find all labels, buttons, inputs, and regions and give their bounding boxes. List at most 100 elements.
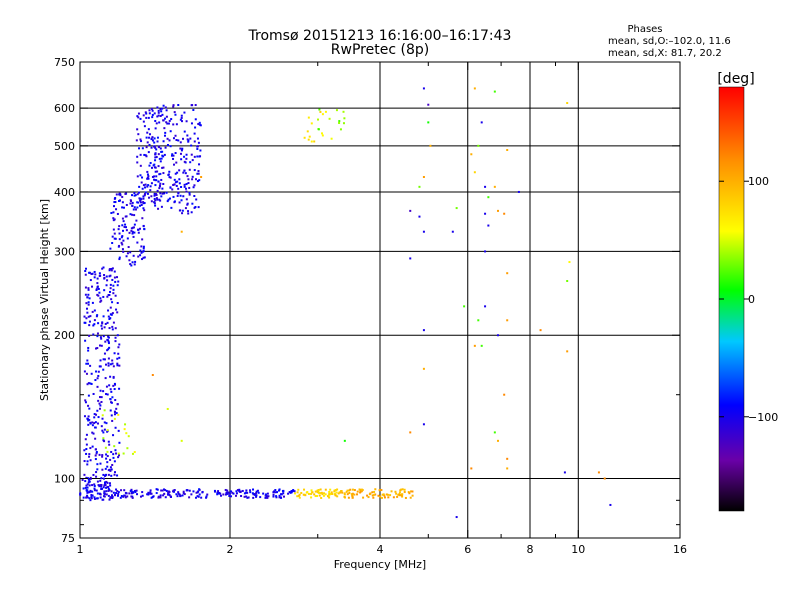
echo-point <box>86 486 89 489</box>
echo-point <box>167 198 170 201</box>
echo-point <box>112 205 115 208</box>
echo-point <box>110 269 113 272</box>
echo-point <box>166 144 169 147</box>
echo-point <box>200 175 203 178</box>
echo-point <box>142 207 145 210</box>
echo-point <box>264 496 267 499</box>
echo-point <box>149 161 152 164</box>
echo-point <box>107 357 110 360</box>
echo-point <box>94 458 97 461</box>
echo-point <box>96 492 99 495</box>
echo-point <box>122 452 125 455</box>
echo-point <box>136 193 139 196</box>
echo-point <box>168 170 171 173</box>
echo-point <box>88 271 91 274</box>
echo-point <box>106 295 109 298</box>
echo-point <box>89 279 92 282</box>
echo-point <box>155 193 158 196</box>
echo-point <box>95 413 98 416</box>
echo-point <box>389 494 392 497</box>
echo-point <box>351 488 354 491</box>
echo-point <box>224 488 227 491</box>
echo-point <box>83 315 86 318</box>
echo-point <box>133 206 136 209</box>
echo-point <box>318 108 321 111</box>
echo-point <box>102 439 105 442</box>
echo-point <box>129 489 132 492</box>
echo-point <box>103 495 106 498</box>
echo-point <box>95 370 98 373</box>
echo-point <box>359 491 362 494</box>
echo-point <box>162 494 165 497</box>
echo-point <box>186 202 189 205</box>
echo-point <box>517 190 520 193</box>
echo-point <box>158 173 161 176</box>
echo-point <box>246 491 249 494</box>
echo-point <box>143 194 146 197</box>
echo-point <box>116 490 119 493</box>
echo-point <box>110 468 113 471</box>
echo-point <box>100 477 103 480</box>
echo-point <box>151 175 154 178</box>
echo-point <box>116 284 119 287</box>
echo-point <box>94 273 97 276</box>
echo-point <box>378 495 381 498</box>
echo-point <box>92 324 95 327</box>
echo-point <box>104 446 107 449</box>
echo-point <box>93 497 96 500</box>
echo-point <box>172 154 175 157</box>
echo-point <box>138 185 141 188</box>
echo-point <box>91 494 94 497</box>
echo-point <box>178 178 181 181</box>
echo-point <box>134 491 137 494</box>
echo-point <box>139 197 142 200</box>
echo-point <box>155 122 158 125</box>
echo-point <box>175 123 178 126</box>
echo-point <box>141 258 144 261</box>
echo-point <box>107 364 110 367</box>
echo-point <box>112 365 115 368</box>
echo-point <box>137 255 140 258</box>
echo-point <box>401 493 404 496</box>
echo-point <box>108 482 111 485</box>
echo-point <box>84 480 87 483</box>
echo-point <box>139 153 142 156</box>
echo-point <box>132 208 135 211</box>
echo-point <box>94 448 97 451</box>
echo-point <box>109 466 112 469</box>
echo-point <box>84 399 87 402</box>
echo-point <box>99 496 102 499</box>
echo-point <box>377 494 380 497</box>
echo-point <box>126 495 129 498</box>
echo-point <box>183 493 186 496</box>
echo-point <box>506 457 509 460</box>
echo-point <box>182 171 185 174</box>
echo-point <box>110 313 113 316</box>
echo-point <box>107 342 110 345</box>
echo-point <box>143 209 146 212</box>
echo-point <box>148 143 151 146</box>
echo-point <box>87 301 90 304</box>
echo-point <box>107 487 110 490</box>
echo-point <box>147 128 150 131</box>
echo-point <box>282 492 285 495</box>
echo-point <box>103 409 106 412</box>
echo-point <box>451 230 454 233</box>
echo-point <box>91 431 94 434</box>
y-axis-label: Stationary phase Virtual Height [km] <box>38 199 51 401</box>
echo-point <box>200 496 203 499</box>
echo-point <box>106 429 109 432</box>
echo-point <box>101 455 104 458</box>
echo-point <box>347 496 350 499</box>
echo-point <box>316 489 319 492</box>
echo-point <box>346 489 349 492</box>
echo-point <box>154 156 157 159</box>
echo-point <box>353 493 356 496</box>
echo-point <box>245 489 248 492</box>
echo-point <box>148 133 151 136</box>
echo-point <box>111 312 114 315</box>
echo-point <box>188 191 191 194</box>
echo-point <box>346 493 349 496</box>
echo-point <box>124 423 127 426</box>
colorbar-tick-label: −100 <box>748 411 778 424</box>
